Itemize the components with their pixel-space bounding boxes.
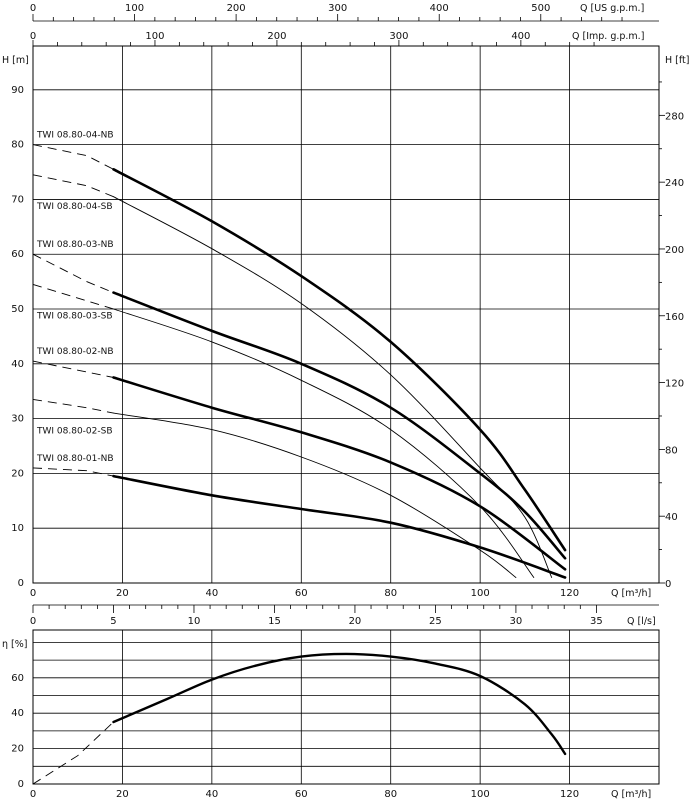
head-plot-frame — [32, 45, 660, 584]
head-x-tick-label: 60 — [295, 588, 308, 599]
head-x-tick-label: 100 — [471, 588, 490, 599]
eta-x-tick-label: 80 — [384, 789, 397, 800]
ls-tick-label: 0 — [30, 616, 36, 627]
imp-gpm-tick-label: 200 — [267, 31, 286, 42]
head-m-tick-label: 30 — [11, 414, 24, 425]
series-label: TWI 08.80-04-NB — [36, 131, 114, 141]
series-line — [113, 196, 553, 578]
us-gpm-tick-label: 100 — [125, 3, 144, 14]
head-m-tick-label: 90 — [11, 85, 24, 96]
series-label: TWI 08.80-02-SB — [36, 426, 113, 436]
ls-flow-axis: 0 5 10 15 20 25 30 35 Q [l/s] — [30, 604, 659, 627]
series-label: TWI 08.80-01-NB — [36, 454, 114, 464]
eta-x-tick-label: 20 — [116, 789, 129, 800]
series-dashed-extension — [32, 174, 114, 198]
eta-plot-frame — [32, 629, 660, 785]
imp-gpm-axis-label: Q [Imp. g.p.m.] — [572, 31, 644, 42]
head-ft-axis-label: H [ft] — [665, 55, 689, 66]
imp-gpm-tick-label: 400 — [511, 31, 530, 42]
us-gpm-tick-label: 500 — [531, 3, 550, 14]
us-gpm-tick-label: 300 — [328, 3, 347, 14]
head-x-tick-label: 20 — [116, 588, 129, 599]
ls-tick-label: 5 — [110, 616, 116, 627]
eta-x-tick-label: 0 — [30, 789, 36, 800]
ls-tick-label: 35 — [590, 616, 603, 627]
head-m-tick-label: 60 — [11, 249, 24, 260]
eta-x-tick-label: 120 — [560, 789, 579, 800]
head-ft-tick-label: 240 — [665, 178, 684, 189]
head-m-tick-label: 0 — [18, 578, 24, 589]
eta-x-tick-label: 60 — [295, 789, 308, 800]
head-m-axis-label: H [m] — [2, 55, 29, 66]
eta-y-tick-label: 40 — [11, 708, 24, 719]
head-m-tick-label: 20 — [11, 468, 24, 479]
eta-y-tick-label: 20 — [11, 744, 24, 755]
series-line — [112, 291, 567, 560]
eta-x-axis-label: Q [m³/h] — [611, 789, 651, 800]
ls-tick-label: 10 — [188, 616, 201, 627]
us-gpm-tick-label: 400 — [430, 3, 449, 14]
us-gpm-tick-label: 0 — [30, 3, 36, 14]
ls-tick-label: 20 — [349, 616, 362, 627]
eta-y-tick-label: 0 — [18, 779, 24, 790]
head-x-axis-label: Q [m³/h] — [611, 588, 651, 599]
efficiency-curve-plot: 0 20 40 60 η [%] 0 20 40 60 80 100 120 Q [m³/h] — [2, 629, 660, 800]
ls-tick-label: 15 — [268, 616, 281, 627]
eta-x-tick-label: 40 — [205, 789, 218, 800]
series-line — [112, 474, 567, 579]
series-label: TWI 08.80-03-SB — [36, 311, 113, 321]
top-flow-axes: 0 100 200 300 400 500 Q [US g.p.m.] 0 100 200 300 4… — [30, 3, 659, 46]
head-ft-tick-label: 280 — [665, 111, 684, 122]
head-ft-tick-label: 80 — [665, 445, 678, 456]
head-x-tick-label: 40 — [205, 588, 218, 599]
head-ft-tick-label: 160 — [665, 312, 684, 323]
series-dashed-extension — [32, 360, 114, 378]
series-label: TWI 08.80-04-SB — [36, 202, 113, 212]
head-m-tick-label: 50 — [11, 304, 24, 315]
eta-x-tick-label: 100 — [471, 789, 490, 800]
head-ft-tick-label: 200 — [665, 245, 684, 256]
eta-y-tick-label: 60 — [11, 673, 24, 684]
efficiency-dashed-extension — [32, 721, 114, 785]
imp-gpm-tick-label: 100 — [145, 31, 164, 42]
efficiency-line — [112, 652, 567, 756]
eta-y-axis-label: η [%] — [2, 639, 27, 650]
series-line — [112, 376, 567, 571]
head-x-tick-label: 80 — [384, 588, 397, 599]
series-line — [113, 308, 535, 578]
series-line — [113, 412, 517, 578]
series-dashed-extension — [32, 398, 114, 414]
series-dashed-extension — [32, 467, 114, 477]
head-m-tick-label: 80 — [11, 140, 24, 151]
series-dashed-extension — [32, 283, 114, 310]
head-ft-tick-label: 0 — [665, 579, 671, 590]
head-ft-tick-label: 120 — [665, 379, 684, 390]
imp-gpm-tick-label: 0 — [30, 31, 36, 42]
head-m-tick-label: 40 — [11, 359, 24, 370]
series-label: TWI 08.80-03-NB — [36, 240, 114, 250]
head-ft-tick-label: 40 — [665, 512, 678, 523]
head-m-tick-label: 70 — [11, 194, 24, 205]
head-m-tick-label: 10 — [11, 523, 24, 534]
ls-tick-label: 25 — [429, 616, 442, 627]
ls-axis-label: Q [l/s] — [627, 616, 656, 627]
head-x-tick-label: 120 — [560, 588, 579, 599]
ls-tick-label: 30 — [510, 616, 523, 627]
series-line — [112, 168, 567, 552]
us-gpm-axis-label: Q [US g.p.m.] — [580, 3, 644, 14]
series-label: TWI 08.80-02-NB — [36, 347, 114, 357]
series-dashed-extension — [32, 253, 114, 294]
us-gpm-tick-label: 200 — [227, 3, 246, 14]
head-x-tick-label: 0 — [30, 588, 36, 599]
series-dashed-extension — [32, 144, 114, 170]
imp-gpm-tick-label: 300 — [389, 31, 408, 42]
